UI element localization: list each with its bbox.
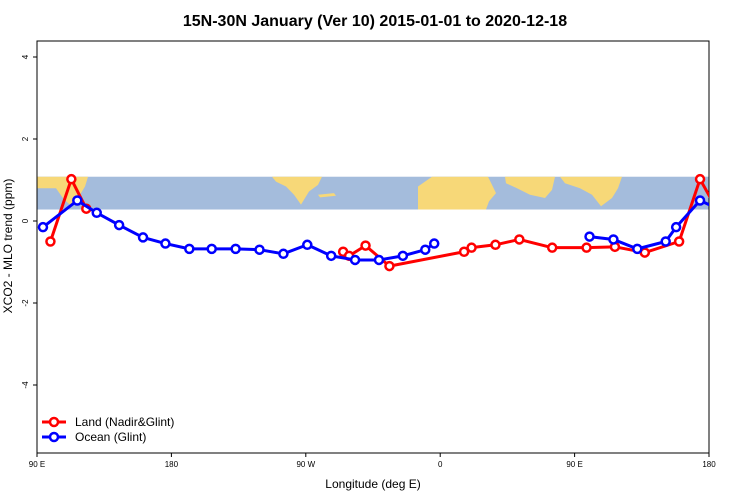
data-point	[160, 238, 171, 249]
legend: Land (Nadir&Glint) Ocean (Glint)	[42, 415, 174, 444]
data-point	[184, 243, 195, 255]
data-point	[325, 250, 337, 262]
x-axis-ticks: 90 E 180 90 W 0 90 E 180	[29, 453, 716, 469]
data-point	[632, 243, 643, 255]
y-axis-ticks: 4 2 0 -2 -4	[21, 54, 37, 389]
plot-frame	[36, 40, 710, 454]
x-tick-label: 180	[165, 460, 179, 469]
data-point	[660, 236, 671, 247]
data-point	[37, 221, 49, 233]
data-point	[137, 232, 149, 243]
data-point	[514, 234, 525, 245]
data-point	[584, 231, 595, 242]
data-point	[546, 242, 558, 253]
series-line	[589, 199, 709, 251]
data-point	[302, 239, 313, 251]
legend-label-land: Land (Nadir&Glint)	[75, 415, 174, 429]
data-point	[66, 173, 77, 185]
data-point	[581, 242, 592, 253]
data-point	[670, 221, 682, 233]
y-tick-label: 0	[21, 218, 30, 223]
y-axis-label: XCO2 - MLO trend (ppm)	[1, 179, 15, 314]
data-point	[694, 173, 706, 185]
data-point	[72, 195, 83, 206]
data-point	[360, 240, 371, 251]
data-point	[349, 254, 361, 266]
data-point	[230, 243, 241, 255]
data-point	[428, 238, 440, 249]
data-point	[724, 210, 732, 218]
y-tick-label: -2	[21, 299, 30, 307]
map-land-1	[272, 176, 322, 205]
x-axis-label: Longitude (deg E)	[325, 477, 420, 491]
legend-swatch-land-marker	[48, 416, 60, 428]
map-land-4	[505, 176, 555, 199]
data-point	[694, 195, 706, 206]
y-tick-label: 4	[21, 54, 30, 59]
data-point	[384, 260, 395, 272]
map-land-5	[560, 176, 622, 207]
x-tick-label: 90 W	[296, 460, 315, 469]
x-tick-label: 90 E	[29, 460, 45, 469]
data-point	[373, 254, 385, 266]
data-point	[113, 219, 125, 231]
map-land-2	[318, 193, 336, 198]
legend-entry-ocean: Ocean (Glint)	[42, 430, 146, 444]
data-point	[466, 242, 477, 253]
legend-swatch-ocean-marker	[48, 431, 60, 443]
data-point	[91, 207, 102, 219]
data-point	[397, 250, 409, 262]
data-point	[254, 244, 265, 255]
series-1	[37, 195, 732, 266]
data-point	[458, 246, 470, 257]
x-tick-label: 180	[702, 460, 716, 469]
chart-title: 15N-30N January (Ver 10) 2015-01-01 to 2…	[183, 13, 567, 30]
series-layer	[37, 173, 732, 272]
legend-label-ocean: Ocean (Glint)	[75, 430, 146, 444]
x-tick-label: 90 E	[566, 460, 582, 469]
data-point	[206, 243, 217, 255]
data-point	[490, 239, 501, 251]
map-land-3	[418, 176, 496, 210]
data-point	[673, 236, 685, 247]
data-point	[420, 244, 431, 255]
world-map-band	[37, 176, 709, 210]
legend-entry-land: Land (Nadir&Glint)	[42, 415, 174, 429]
y-tick-label: -4	[21, 381, 30, 389]
data-point	[45, 236, 56, 247]
data-point	[608, 234, 619, 245]
x-tick-label: 0	[438, 460, 443, 469]
data-point	[278, 248, 289, 260]
y-tick-label: 2	[21, 136, 30, 141]
data-point	[712, 205, 720, 213]
